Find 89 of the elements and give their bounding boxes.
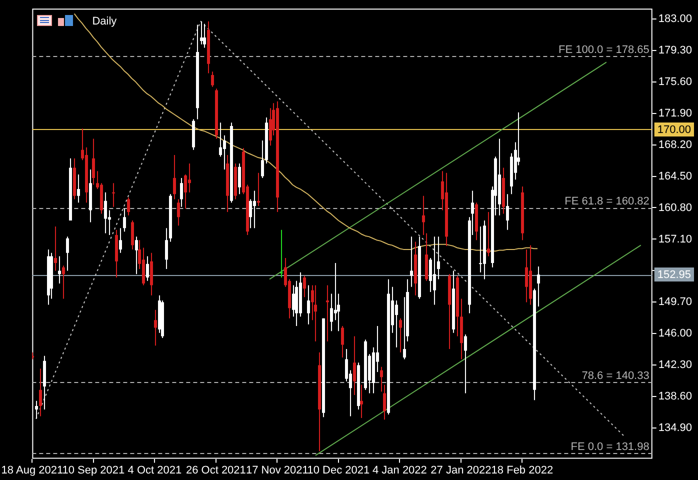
candlestick: [92, 138, 95, 186]
candlestick: [177, 198, 180, 226]
candlestick: [280, 229, 283, 278]
candlestick: [135, 236, 138, 275]
candlestick: [395, 300, 398, 348]
candlestick: [253, 190, 256, 229]
y-tick-label: 171.90: [658, 107, 692, 120]
candlestick: [104, 192, 107, 234]
x-tick-label: 27 Jan 2022: [430, 464, 492, 476]
candlestick: [303, 275, 306, 298]
ref-line-label: 170.00: [657, 124, 692, 136]
candlestick: [429, 257, 432, 292]
candlestick: [525, 248, 528, 303]
candlestick: [142, 247, 145, 286]
candlestick: [487, 212, 490, 257]
candlestick: [360, 384, 363, 418]
candlestick: [203, 23, 206, 48]
ref-line-label: 78.6 = 140.33: [582, 370, 650, 382]
candlestick: [238, 162, 241, 195]
candlestick: [146, 256, 149, 282]
candlestick: [479, 226, 482, 273]
y-tick-label: 149.70: [658, 296, 692, 308]
x-tick-label: 10 Sep 2021: [62, 464, 125, 476]
x-tick-label: 10 Dec 2021: [307, 464, 370, 476]
candlestick: [173, 154, 176, 200]
ref-line-label: FE 100.0 = 178.65: [558, 44, 650, 56]
candlestick: [314, 284, 317, 342]
candlestick: [422, 195, 425, 236]
candlestick: [184, 174, 187, 210]
candlestick: [35, 400, 38, 420]
y-tick-label: 157.10: [658, 233, 692, 246]
candlestick: [58, 256, 61, 284]
text: Daily: [92, 16, 118, 28]
y-tick-label: 134.90: [658, 422, 692, 434]
candlestick: [62, 265, 65, 300]
x-tick-label: 4 Oct 2021: [128, 464, 182, 476]
candlestick: [180, 177, 183, 208]
candlestick: [211, 71, 214, 88]
candlestick: [410, 236, 413, 288]
ref-line-label: FE 61.8 = 160.82: [564, 196, 650, 208]
candlestick: [437, 236, 440, 280]
y-tick-label: 164.50: [658, 170, 692, 182]
x-tick-label: 17 Nov 2021: [246, 464, 308, 476]
y-tick-label: 175.60: [658, 76, 692, 88]
candlestick: [165, 228, 168, 270]
candlestick: [399, 318, 402, 353]
candlestick: [292, 284, 295, 318]
y-tick-label: 142.30: [658, 359, 692, 372]
candlestick: [383, 384, 386, 420]
candlestick: [353, 336, 356, 396]
candlestick: [123, 208, 126, 232]
y-tick-label: 183.00: [658, 12, 692, 25]
candlestick: [119, 228, 122, 254]
candlestick: [506, 194, 509, 230]
y-tick-label: 146.00: [658, 328, 692, 340]
y-tick-label: 138.60: [658, 390, 692, 403]
candlestick: [200, 20, 203, 45]
y-tick-label: 168.20: [658, 138, 692, 151]
candlestick: [131, 220, 134, 250]
candlestick: [77, 174, 80, 204]
candlestick: [464, 334, 467, 394]
x-tick-label: 26 Oct 2021: [186, 464, 246, 476]
candlestick: [341, 326, 344, 358]
candlestick: [219, 122, 222, 158]
candlestick: [154, 309, 157, 346]
candlestick: [223, 134, 226, 170]
ref-line-label: FE 0.0 = 131.98: [570, 441, 650, 454]
candlestick: [330, 293, 333, 332]
candlestick: [380, 366, 383, 392]
candlestick: [150, 252, 153, 296]
y-tick-label: 179.30: [658, 44, 692, 56]
candlestick: [188, 162, 191, 193]
candlestick: [433, 236, 436, 306]
x-tick-label: 4 Jan 2022: [372, 464, 427, 476]
candlestick: [112, 182, 115, 208]
candlestick: [54, 226, 57, 272]
x-tick-label: 18 Feb 2022: [491, 464, 554, 476]
candlestick: [257, 172, 260, 207]
y-tick-label: 160.80: [658, 202, 692, 214]
candlestick: [537, 266, 540, 307]
candlestick: [127, 197, 130, 216]
candlestick: [307, 284, 310, 325]
candlestick: [39, 368, 42, 417]
candlestick: [66, 236, 69, 272]
candlestick: [261, 140, 264, 178]
x-tick-label: 18 Aug 2021: [1, 464, 64, 476]
ref-line-label: 152.95: [657, 269, 692, 282]
candlestick: [249, 198, 252, 229]
candlestick: [326, 284, 329, 342]
